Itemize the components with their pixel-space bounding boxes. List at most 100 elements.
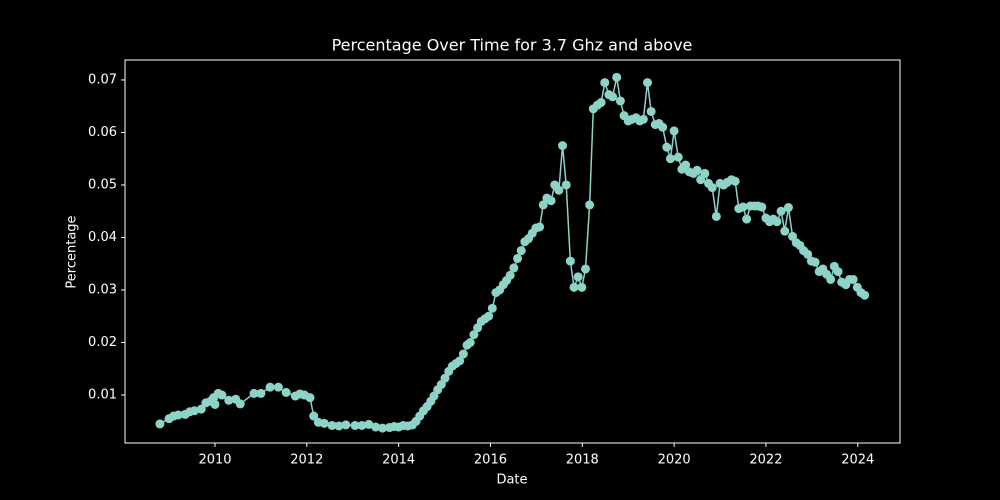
x-tick-label: 2012 [290, 453, 323, 468]
plot-frame [124, 59, 901, 444]
y-tick-label: 0.06 [88, 125, 117, 140]
data-point [516, 246, 526, 256]
x-tick-label: 2016 [474, 453, 507, 468]
data-point [646, 106, 656, 116]
data-point [662, 142, 672, 152]
data-point [658, 122, 668, 132]
data-point [487, 303, 497, 313]
data-point [573, 272, 583, 282]
data-point [249, 388, 259, 398]
data-point [673, 152, 683, 162]
data-point [860, 290, 870, 300]
data-point [711, 211, 721, 221]
data-point [612, 72, 622, 82]
data-point [465, 337, 475, 347]
data-point [538, 200, 548, 210]
data-point [738, 202, 748, 212]
data-point [665, 154, 675, 164]
data-point [505, 270, 515, 280]
data-point [469, 330, 479, 340]
x-tick-label: 2022 [749, 453, 782, 468]
x-tick-label: 2010 [198, 453, 231, 468]
data-point [615, 96, 625, 106]
y-tick-label: 0.07 [88, 72, 117, 87]
data-point [772, 217, 782, 227]
data-point [692, 165, 702, 175]
data-point [509, 263, 519, 273]
data-point [554, 185, 564, 195]
data-point [371, 422, 381, 432]
data-point [669, 126, 679, 136]
data-point [780, 226, 790, 236]
data-point [569, 282, 579, 292]
x-tick-label: 2018 [566, 453, 599, 468]
y-axis-label: Percentage [65, 215, 80, 288]
y-tick-label: 0.01 [88, 388, 117, 403]
data-point [581, 264, 591, 274]
data-point [155, 419, 165, 429]
y-tick-label: 0.03 [88, 282, 117, 297]
data-point [757, 202, 767, 212]
data-point [700, 168, 710, 178]
data-point [458, 349, 468, 359]
data-point [558, 141, 568, 151]
data-point [224, 395, 234, 405]
data-point [309, 411, 319, 421]
data-point [235, 399, 245, 409]
data-point [256, 388, 266, 398]
data-point [265, 382, 275, 392]
y-tick-label: 0.05 [88, 177, 117, 192]
data-point [596, 98, 606, 108]
data-point [364, 419, 374, 429]
data-point [281, 387, 291, 397]
data-point [357, 420, 367, 430]
y-tick-label: 0.02 [88, 335, 117, 350]
x-tick-label: 2020 [658, 453, 691, 468]
data-point [561, 180, 571, 190]
data-point [189, 406, 199, 416]
data-point [783, 203, 793, 213]
data-point [273, 382, 283, 392]
data-point [833, 267, 843, 277]
data-point [378, 423, 388, 433]
x-tick-label: 2014 [382, 453, 415, 468]
data-point [638, 114, 648, 124]
data-point [334, 421, 344, 431]
data-point [642, 78, 652, 88]
data-point [305, 393, 315, 403]
data-point [776, 206, 786, 216]
data-point [585, 200, 595, 210]
data-point [350, 420, 360, 430]
data-point [173, 410, 183, 420]
data-point [608, 92, 618, 102]
data-point [455, 356, 465, 366]
data-point [440, 373, 450, 383]
data-point [210, 399, 220, 409]
data-point [546, 196, 556, 206]
data-point [327, 420, 337, 430]
data-point [730, 176, 740, 186]
y-tick-label: 0.04 [88, 230, 117, 245]
data-point [707, 183, 717, 193]
data-point [341, 420, 351, 430]
data-point [848, 274, 858, 284]
data-point [826, 274, 836, 284]
chart-title: Percentage Over Time for 3.7 Ghz and abo… [332, 36, 693, 55]
x-tick-label: 2024 [841, 453, 874, 468]
data-point [196, 404, 206, 414]
x-axis-label: Date [496, 473, 527, 488]
data-point [484, 311, 494, 321]
data-point [535, 222, 545, 232]
data-point [513, 253, 523, 263]
data-point [803, 249, 813, 259]
data-point [600, 78, 610, 88]
data-point [742, 214, 752, 224]
data-point [319, 418, 329, 428]
data-point [217, 390, 227, 400]
data-point [565, 256, 575, 266]
data-point [810, 257, 820, 267]
data-point [577, 282, 587, 292]
